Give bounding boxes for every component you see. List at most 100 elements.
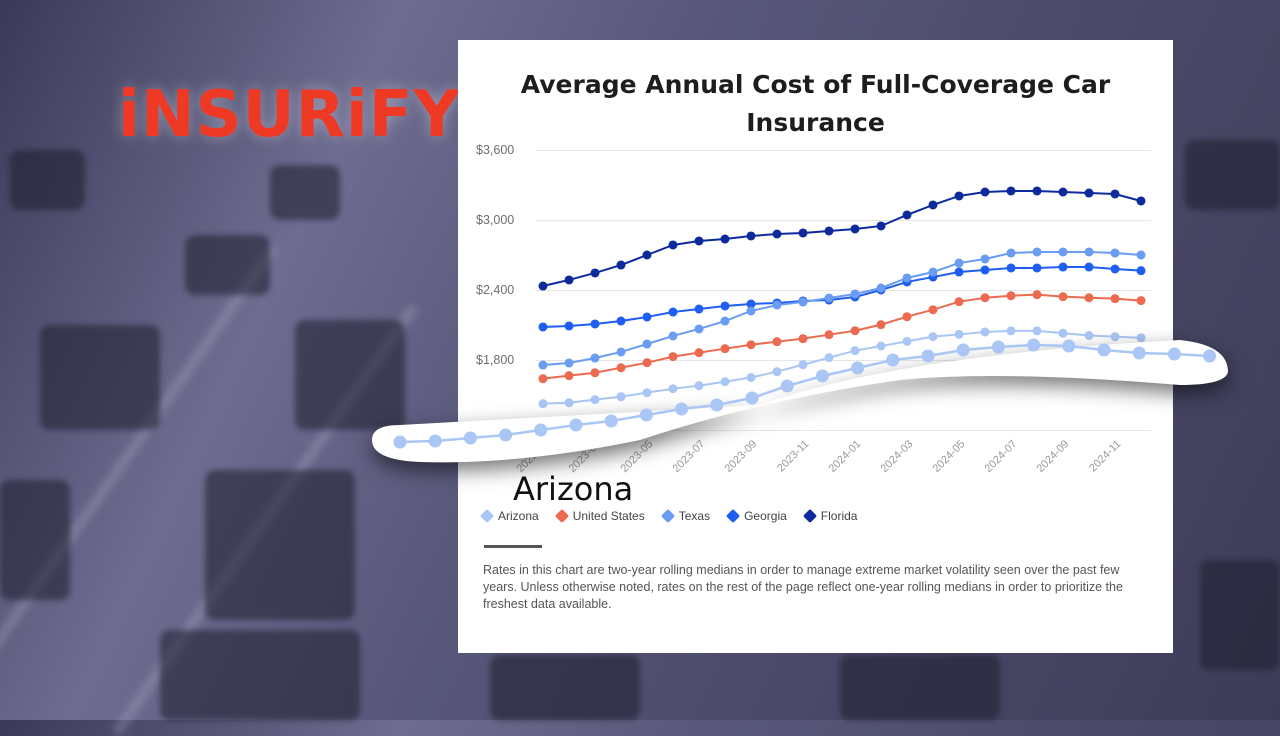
data-point[interactable] [668, 331, 678, 341]
data-point[interactable] [564, 321, 574, 331]
data-point[interactable] [694, 348, 704, 358]
data-point[interactable] [980, 187, 990, 197]
data-point[interactable] [850, 346, 860, 356]
data-point[interactable] [668, 307, 678, 317]
data-point[interactable] [564, 398, 574, 408]
data-point[interactable] [1006, 291, 1016, 301]
data-point[interactable] [590, 395, 600, 405]
data-point[interactable] [824, 330, 834, 340]
data-point[interactable] [538, 281, 548, 291]
data-point[interactable] [720, 377, 730, 387]
legend-item-texas[interactable]: Texas [660, 508, 710, 524]
data-point[interactable] [668, 240, 678, 250]
data-point[interactable] [798, 297, 808, 307]
data-point[interactable] [1032, 326, 1042, 336]
data-point[interactable] [616, 363, 626, 373]
data-point[interactable] [564, 358, 574, 368]
data-point[interactable] [980, 254, 990, 264]
data-point[interactable] [1058, 328, 1068, 338]
data-point[interactable] [850, 289, 860, 299]
data-point[interactable] [928, 200, 938, 210]
data-point[interactable] [954, 297, 964, 307]
data-point[interactable] [1084, 331, 1094, 340]
data-point[interactable] [772, 337, 782, 347]
data-point[interactable] [1136, 196, 1146, 206]
data-point[interactable] [1032, 263, 1042, 273]
data-point[interactable] [980, 327, 990, 337]
data-point[interactable] [1084, 293, 1094, 303]
data-point[interactable] [798, 360, 808, 370]
data-point[interactable] [902, 210, 912, 220]
data-point[interactable] [1058, 292, 1068, 302]
data-point[interactable] [928, 305, 938, 315]
data-point[interactable] [876, 320, 886, 330]
data-point[interactable] [1136, 333, 1146, 343]
data-point[interactable] [694, 324, 704, 334]
data-point[interactable] [1058, 247, 1068, 257]
data-point[interactable] [772, 300, 782, 310]
data-point[interactable] [694, 381, 704, 391]
data-point[interactable] [746, 340, 756, 350]
data-point[interactable] [538, 360, 548, 370]
data-point[interactable] [642, 312, 652, 322]
data-point[interactable] [1032, 247, 1042, 257]
legend-item-united-states[interactable]: United States [554, 508, 645, 524]
data-point[interactable] [1136, 250, 1146, 260]
data-point[interactable] [928, 332, 938, 342]
data-point[interactable] [746, 231, 756, 241]
data-point[interactable] [1110, 248, 1120, 258]
data-point[interactable] [564, 275, 574, 285]
legend-item-arizona[interactable]: Arizona [479, 508, 539, 524]
data-point[interactable] [902, 312, 912, 322]
data-point[interactable] [1032, 290, 1042, 300]
data-point[interactable] [668, 384, 678, 394]
data-point[interactable] [720, 316, 730, 326]
data-point[interactable] [590, 268, 600, 278]
data-point[interactable] [720, 301, 730, 311]
data-point[interactable] [590, 353, 600, 363]
data-point[interactable] [798, 334, 808, 344]
data-point[interactable] [1136, 266, 1146, 276]
data-point[interactable] [642, 358, 652, 368]
data-point[interactable] [980, 293, 990, 303]
data-point[interactable] [1084, 188, 1094, 198]
data-point[interactable] [616, 316, 626, 326]
data-point[interactable] [1084, 262, 1094, 272]
data-point[interactable] [850, 224, 860, 234]
data-point[interactable] [876, 341, 886, 351]
data-point[interactable] [720, 234, 730, 244]
data-point[interactable] [876, 283, 886, 293]
data-point[interactable] [616, 260, 626, 270]
data-point[interactable] [694, 236, 704, 246]
data-point[interactable] [564, 371, 574, 381]
data-point[interactable] [798, 228, 808, 238]
data-point[interactable] [1110, 264, 1120, 274]
data-point[interactable] [668, 352, 678, 362]
data-point[interactable] [980, 265, 990, 275]
data-point[interactable] [1084, 247, 1094, 257]
data-point[interactable] [1136, 296, 1146, 306]
data-point[interactable] [772, 367, 782, 377]
legend-item-georgia[interactable]: Georgia [726, 508, 787, 524]
data-point[interactable] [1110, 332, 1120, 342]
data-point[interactable] [746, 299, 756, 309]
data-point[interactable] [616, 347, 626, 357]
data-point[interactable] [642, 339, 652, 349]
data-point[interactable] [850, 326, 860, 336]
data-point[interactable] [590, 319, 600, 329]
data-point[interactable] [1032, 186, 1042, 196]
data-point[interactable] [694, 304, 704, 314]
data-point[interactable] [616, 392, 626, 402]
data-point[interactable] [538, 374, 548, 384]
data-point[interactable] [954, 191, 964, 201]
data-point[interactable] [876, 221, 886, 231]
data-point[interactable] [1058, 262, 1068, 272]
legend-item-florida[interactable]: Florida [802, 508, 857, 524]
data-point[interactable] [1110, 294, 1120, 304]
data-point[interactable] [1006, 263, 1016, 273]
data-point[interactable] [590, 368, 600, 378]
data-point[interactable] [538, 399, 548, 409]
data-point[interactable] [902, 336, 912, 346]
data-point[interactable] [954, 329, 964, 339]
data-point[interactable] [928, 267, 938, 277]
